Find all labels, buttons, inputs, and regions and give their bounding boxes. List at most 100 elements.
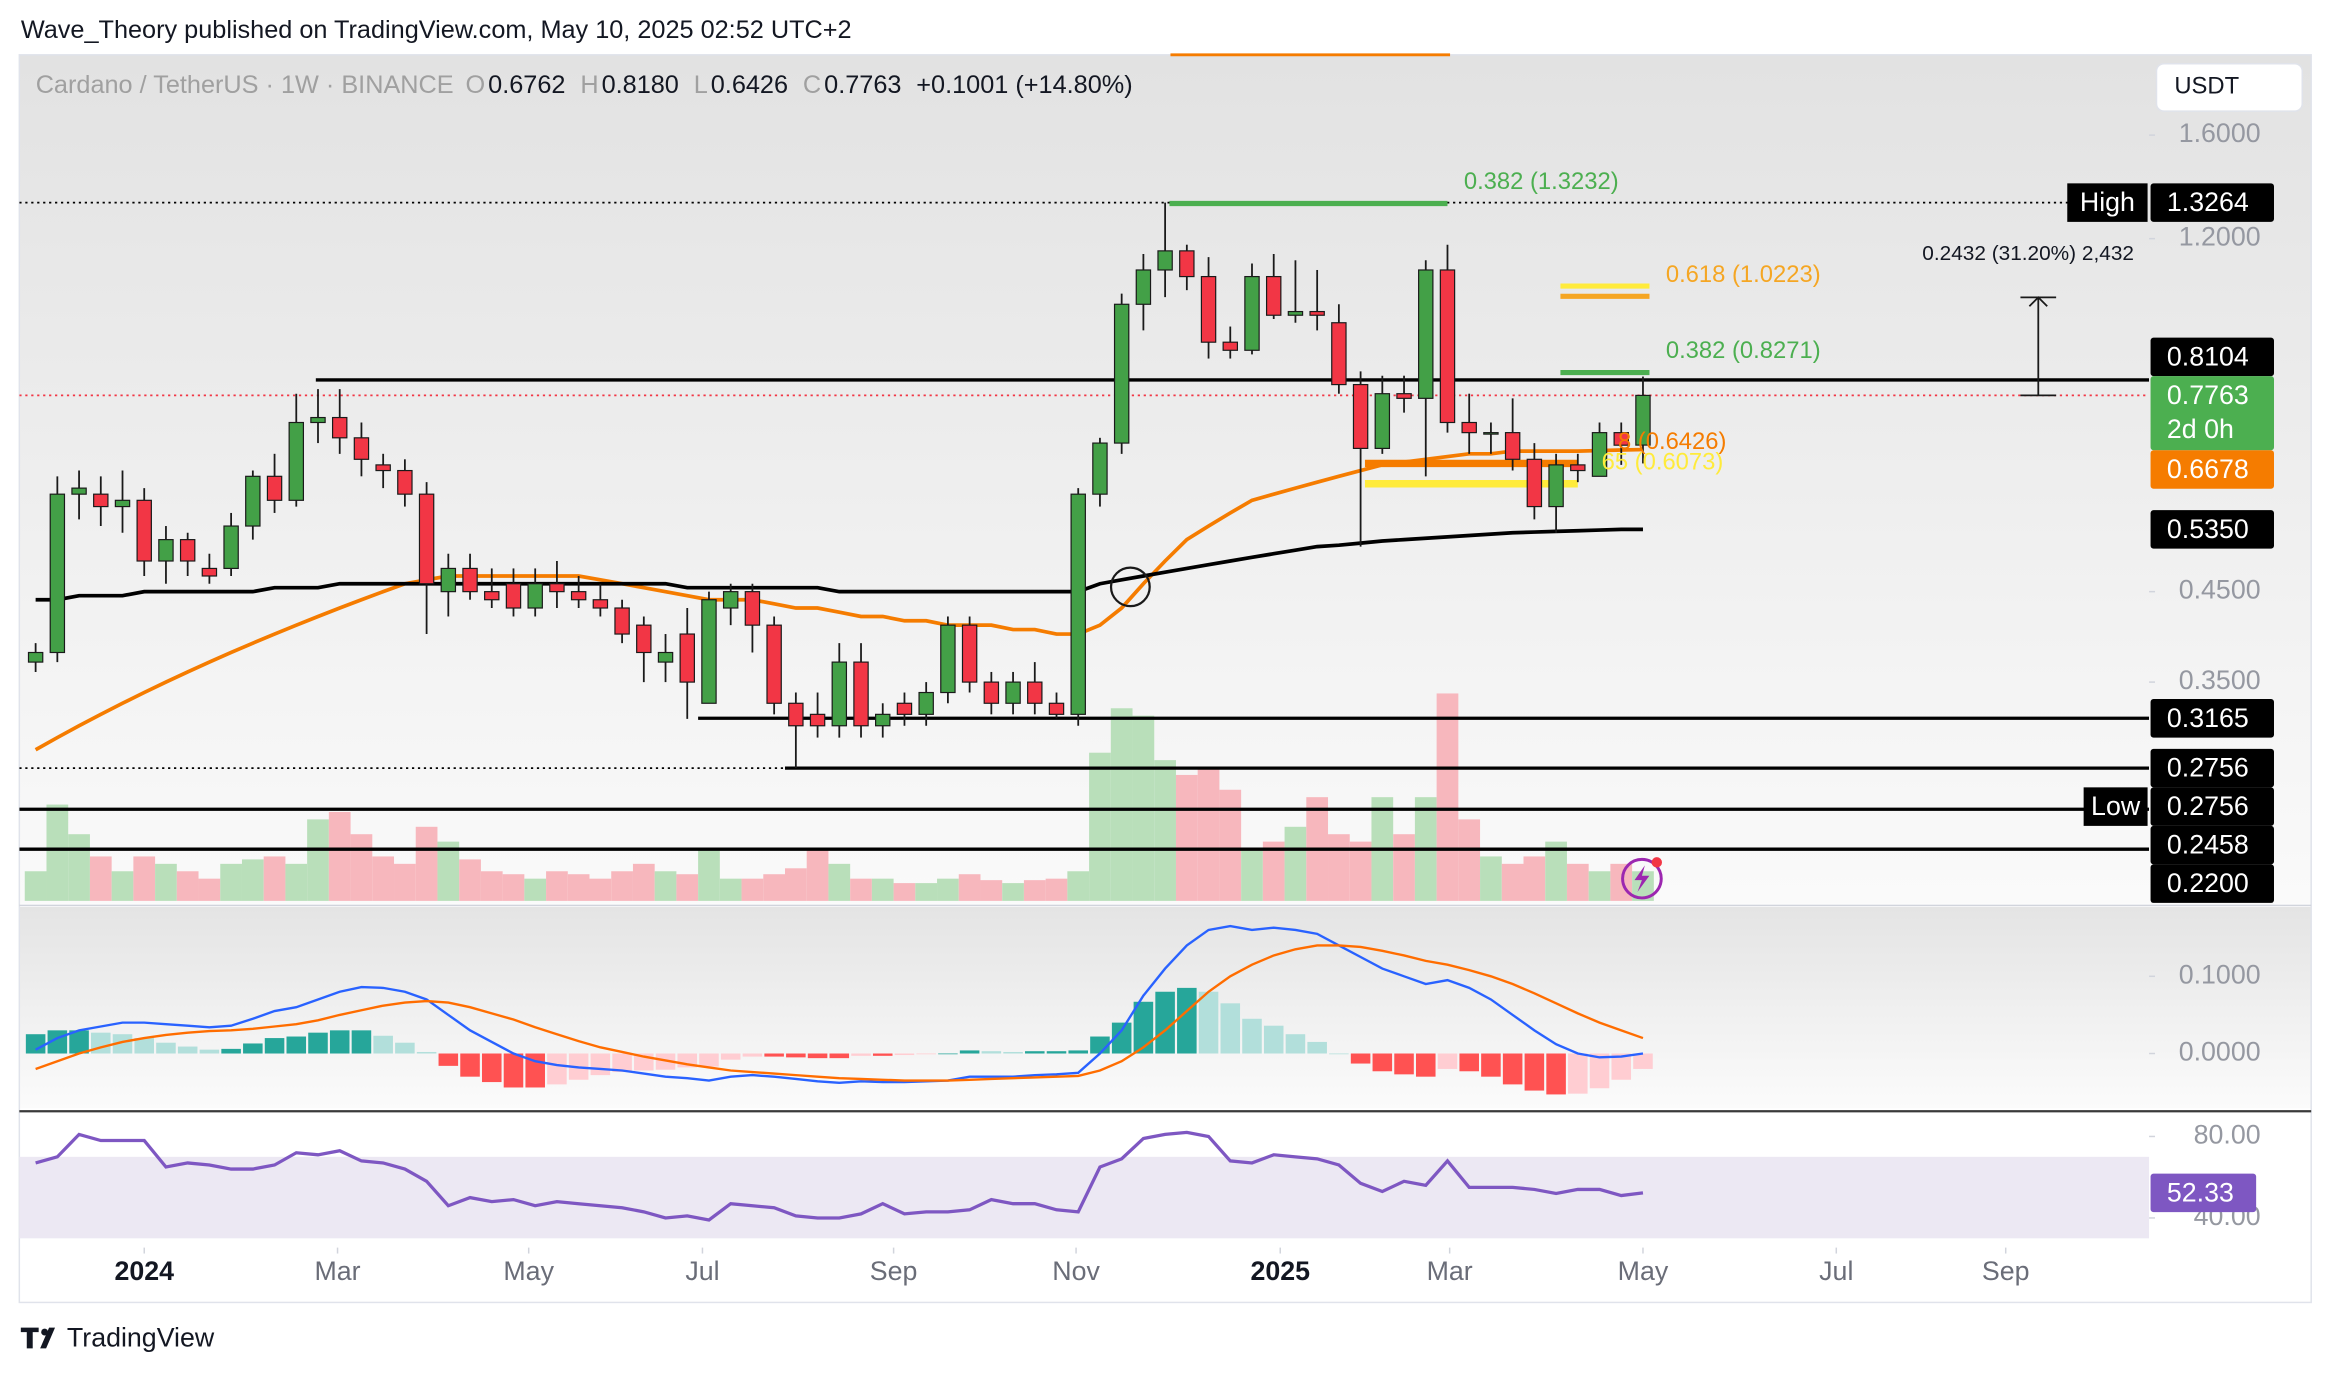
- volume-bar: [1154, 760, 1176, 901]
- volume-bar: [1023, 880, 1046, 901]
- volume-bar: [676, 874, 699, 901]
- volume-bar: [698, 849, 720, 901]
- fib-label: 8 (0.6426): [1618, 428, 1726, 455]
- macd-histogram-bar: [1220, 1003, 1241, 1054]
- price-tag-label: High: [2080, 187, 2135, 217]
- macd-histogram-bar: [329, 1030, 350, 1054]
- candle-body: [71, 487, 87, 495]
- volume-bar: [285, 863, 308, 901]
- candle-body: [570, 591, 587, 601]
- candle-body: [1027, 681, 1043, 704]
- volume-bar: [350, 834, 373, 901]
- annotation-circle: [1109, 566, 1151, 608]
- volume-bar: [1458, 819, 1481, 901]
- candle-body: [1309, 310, 1325, 316]
- x-tick-label: Mar: [314, 1256, 360, 1286]
- legend-value: 0.7763: [824, 71, 901, 99]
- price-badge: [2150, 450, 2274, 489]
- macd-histogram-bar: [460, 1053, 480, 1077]
- macd-histogram-bar: [1133, 1001, 1154, 1054]
- volume-bar: [1349, 841, 1372, 901]
- macd-histogram-bar: [112, 1034, 133, 1054]
- y-tick-label: 0.1000: [2179, 959, 2261, 989]
- volume-bar: [524, 878, 547, 901]
- macd-histogram-bar: [1046, 1051, 1067, 1054]
- fib-label: 65 (0.6073): [1602, 448, 1724, 475]
- macd-histogram-bar: [1611, 1053, 1632, 1080]
- price-badge-label: 0.3165: [2167, 703, 2249, 733]
- alert-icon-ring: [1621, 857, 1663, 900]
- currency-button[interactable]: [2155, 62, 2303, 112]
- macd-histogram-bar: [742, 1053, 763, 1057]
- volume-bar: [1067, 871, 1090, 901]
- y-tick-label: 1.6000: [2179, 118, 2261, 148]
- macd-histogram-bar: [1263, 1025, 1284, 1054]
- macd-histogram-bar: [1524, 1053, 1545, 1091]
- candle-body: [983, 681, 1000, 704]
- candle-body: [1418, 269, 1434, 399]
- price-badge-label: 0.2200: [2167, 868, 2249, 898]
- price-badge: [2150, 183, 2274, 222]
- volume-bar: [133, 856, 156, 901]
- alert-icon-dot: [1651, 857, 1662, 868]
- brand-mark: [20, 1327, 56, 1349]
- rsi-badge: [2150, 1173, 2257, 1213]
- volume-bar: [89, 856, 112, 901]
- volume-bar: [307, 819, 329, 901]
- price-badge-label: 0.7763: [2167, 380, 2249, 410]
- candle-body: [1265, 275, 1282, 316]
- brand-logo: [20, 1327, 56, 1349]
- alert-icon[interactable]: [1621, 857, 1663, 900]
- volume-bar: [654, 871, 677, 901]
- macd-histogram-bar: [894, 1053, 915, 1056]
- moving-average: [34, 447, 1644, 752]
- volume-bar: [1436, 693, 1459, 901]
- rsi-line: [35, 1130, 1644, 1222]
- price-badge-label: 0.5350: [2167, 514, 2249, 544]
- volume-bar: [784, 868, 807, 901]
- volume-bar: [241, 859, 264, 901]
- legend-value: 0.6762: [488, 71, 565, 99]
- macd-histogram-bar: [959, 1050, 980, 1054]
- y-tick-label: 1.2000: [2179, 222, 2261, 252]
- candle-body: [549, 583, 565, 593]
- x-tick-label: May: [503, 1256, 554, 1286]
- macd-histogram-bar: [1329, 1053, 1349, 1055]
- legend-value: 0.8180: [602, 71, 679, 99]
- fib-label: 0.618 (1.0223): [1666, 261, 1821, 288]
- macd-histogram-bar: [1568, 1053, 1588, 1094]
- price-badge-label: 0.2756: [2167, 753, 2249, 783]
- macd-histogram-bar: [1003, 1051, 1023, 1054]
- volume-bar: [1328, 834, 1350, 901]
- candle-body: [484, 591, 500, 601]
- volume-bar: [198, 878, 221, 901]
- volume-bar: [1523, 856, 1546, 901]
- candle-body: [614, 607, 630, 635]
- volume-bar: [1197, 767, 1220, 901]
- macd-histogram-bar: [981, 1051, 1002, 1054]
- y-tick-label: 0.4500: [2179, 575, 2261, 605]
- candle-body: [1461, 421, 1477, 434]
- macd-histogram-bar: [1437, 1053, 1458, 1069]
- volume-bar: [24, 871, 47, 901]
- x-tick-label: Jul: [685, 1256, 719, 1286]
- price-badge: [2150, 699, 2274, 738]
- macd-histogram-bar: [829, 1053, 850, 1059]
- volume-bar: [1393, 834, 1415, 901]
- volume-bar: [394, 863, 416, 901]
- candle-body: [961, 624, 978, 683]
- macd-histogram-bar: [221, 1048, 241, 1054]
- candle-body: [853, 661, 869, 727]
- ohlc-legend: Cardano / TetherUS · 1W · BINANCE O 0.6762…: [36, 71, 1133, 99]
- y-tick-label: 0.0000: [2179, 1037, 2261, 1067]
- volume-bar: [1284, 826, 1307, 901]
- candle-body: [158, 539, 174, 562]
- volume-bar: [719, 878, 742, 901]
- candle-body: [1244, 275, 1260, 351]
- macd-histogram-bar: [156, 1042, 176, 1054]
- candle-body: [114, 499, 131, 508]
- candle-body: [223, 525, 239, 570]
- y-tick-label: 0.3500: [2179, 665, 2261, 695]
- price-badge: [2150, 864, 2274, 903]
- macd-histogram-bar: [69, 1030, 89, 1054]
